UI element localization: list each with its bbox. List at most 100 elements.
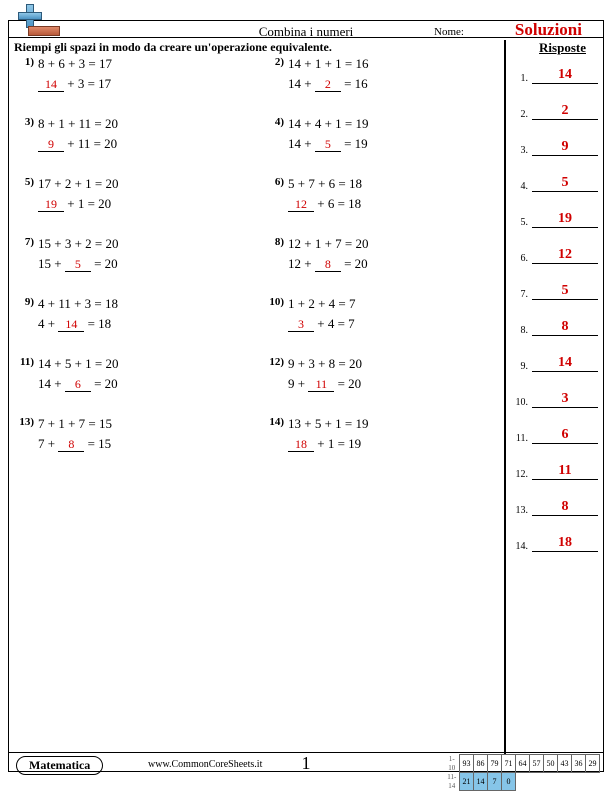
problem: 4)14 + 4 + 1 = 1914 + 5 = 19	[264, 116, 474, 152]
answer-number: 5.	[512, 217, 528, 228]
answers-column: 1.142.23.94.55.196.127.58.89.1410.311.61…	[512, 66, 598, 570]
problem-number: 7)	[14, 236, 34, 248]
problem: 10)1 + 2 + 4 = 73 + 4 = 7	[264, 296, 474, 332]
score-cell: 64	[516, 755, 530, 773]
problem-number: 2)	[264, 56, 284, 68]
header: Combina i numeri Nome: Soluzioni	[8, 16, 604, 38]
vertical-divider	[504, 40, 506, 754]
answer-value: 14	[532, 67, 598, 84]
problem-body: 7 + 1 + 7 = 157 + 8 = 15	[38, 416, 112, 452]
problem-number: 11)	[14, 356, 34, 368]
problem-body: 15 + 3 + 2 = 20 15 + 5 = 20	[38, 236, 119, 272]
problem-line2: 14 + 2 = 16	[288, 76, 369, 92]
problem-number: 6)	[264, 176, 284, 188]
score-cell: 29	[586, 755, 600, 773]
problem-line2: 4 + 14 = 18	[38, 316, 118, 332]
problem-body: 13 + 5 + 1 = 1918 + 1 = 19	[288, 416, 369, 452]
problem-row: 1) 8 + 6 + 3 = 1714 + 3 = 17 2) 14 + 1 + 1 …	[14, 56, 494, 92]
problem-body: 17 + 2 + 1 = 20 19 + 1 = 20	[38, 176, 119, 212]
problem-line1: 5 + 7 + 6 = 18	[288, 176, 362, 192]
answer-row: 1.14	[512, 66, 598, 84]
score-range-label: 1-10	[446, 755, 460, 773]
answer-blank: 2	[315, 77, 341, 92]
score-cell: 21	[460, 773, 474, 791]
problem-body: 8 + 6 + 3 = 1714 + 3 = 17	[38, 56, 112, 92]
answer-value: 8	[532, 319, 598, 336]
problem-line1: 8 + 1 + 11 = 20	[38, 116, 118, 132]
problem-number: 4)	[264, 116, 284, 128]
problem: 7) 15 + 3 + 2 = 20 15 + 5 = 20	[14, 236, 224, 272]
problem-line1: 12 + 1 + 7 = 20	[288, 236, 369, 252]
problem-number: 13)	[14, 416, 34, 428]
problem-body: 5 + 7 + 6 = 18 12 + 6 = 18	[288, 176, 362, 212]
answer-blank: 3	[288, 317, 314, 332]
answer-number: 11.	[512, 433, 528, 444]
problem-line1: 14 + 1 + 1 = 16	[288, 56, 369, 72]
answer-row: 6.12	[512, 246, 598, 264]
answer-value: 5	[532, 283, 598, 300]
answers-header: Risposte	[539, 40, 586, 56]
problem: 14)13 + 5 + 1 = 1918 + 1 = 19	[264, 416, 474, 452]
problem: 3)8 + 1 + 11 = 209 + 11 = 20	[14, 116, 224, 152]
answer-blank: 14	[38, 77, 64, 92]
problem-number: 5)	[14, 176, 34, 188]
problem-body: 4 + 11 + 3 = 184 + 14 = 18	[38, 296, 118, 332]
answer-blank: 18	[288, 437, 314, 452]
answer-number: 8.	[512, 325, 528, 336]
answer-row: 12.11	[512, 462, 598, 480]
solutions-label: Soluzioni	[515, 20, 582, 40]
problem-number: 8)	[264, 236, 284, 248]
answer-row: 3.9	[512, 138, 598, 156]
problem-line2: 19 + 1 = 20	[38, 196, 119, 212]
answer-blank: 19	[38, 197, 64, 212]
answer-blank: 6	[65, 377, 91, 392]
footer: Matematica www.CommonCoreSheets.it 1 1-1…	[8, 752, 604, 774]
answer-number: 12.	[512, 469, 528, 480]
problem-number: 3)	[14, 116, 34, 128]
problem-line1: 15 + 3 + 2 = 20	[38, 236, 119, 252]
problem-body: 12 + 1 + 7 = 2012 + 8 = 20	[288, 236, 369, 272]
problem-line2: 3 + 4 = 7	[288, 316, 356, 332]
answer-row: 4.5	[512, 174, 598, 192]
answer-value: 12	[532, 247, 598, 264]
problem-row: 11) 14 + 5 + 1 = 2014 + 6 = 20 12) 9 + 3 + …	[14, 356, 494, 392]
answer-number: 4.	[512, 181, 528, 192]
answer-blank: 8	[58, 437, 84, 452]
answer-value: 9	[532, 139, 598, 156]
answer-row: 10.3	[512, 390, 598, 408]
problem: 9)4 + 11 + 3 = 184 + 14 = 18	[14, 296, 224, 332]
problem-body: 1 + 2 + 4 = 73 + 4 = 7	[288, 296, 356, 332]
score-cell: 43	[558, 755, 572, 773]
problem-line1: 17 + 2 + 1 = 20	[38, 176, 119, 192]
problem-line2: 14 + 3 = 17	[38, 76, 112, 92]
answer-value: 8	[532, 499, 598, 516]
answer-blank: 12	[288, 197, 314, 212]
problem-number: 12)	[264, 356, 284, 368]
problem-row: 7) 15 + 3 + 2 = 20 15 + 5 = 20 8) 12 + 1 + 7…	[14, 236, 494, 272]
problems-grid: 1) 8 + 6 + 3 = 1714 + 3 = 17 2) 14 + 1 + 1 …	[14, 56, 494, 476]
answer-value: 5	[532, 175, 598, 192]
score-range-label: 11-14	[446, 773, 460, 791]
problem-line2: 15 + 5 = 20	[38, 256, 119, 272]
problem-line2: 12 + 6 = 18	[288, 196, 362, 212]
answer-row: 8.8	[512, 318, 598, 336]
answer-row: 11.6	[512, 426, 598, 444]
problem-body: 9 + 3 + 8 = 209 + 11 = 20	[288, 356, 362, 392]
answer-value: 11	[532, 463, 598, 480]
answer-blank: 5	[315, 137, 341, 152]
problem: 5) 17 + 2 + 1 = 20 19 + 1 = 20	[14, 176, 224, 212]
answer-blank: 8	[315, 257, 341, 272]
instructions: Riempi gli spazi in modo da creare un'op…	[14, 40, 332, 55]
score-cell: 86	[474, 755, 488, 773]
answer-blank: 14	[58, 317, 84, 332]
score-grid: 1-109386797164575043362911-14211470	[446, 754, 601, 791]
problem-line1: 13 + 5 + 1 = 19	[288, 416, 369, 432]
score-cell: 14	[474, 773, 488, 791]
score-cell: 7	[488, 773, 502, 791]
problem-body: 14 + 5 + 1 = 2014 + 6 = 20	[38, 356, 119, 392]
problem-number: 14)	[264, 416, 284, 428]
problem-line1: 14 + 4 + 1 = 19	[288, 116, 369, 132]
problem: 2) 14 + 1 + 1 = 16 14 + 2 = 16	[264, 56, 474, 92]
problem-number: 1)	[14, 56, 34, 68]
answer-number: 7.	[512, 289, 528, 300]
